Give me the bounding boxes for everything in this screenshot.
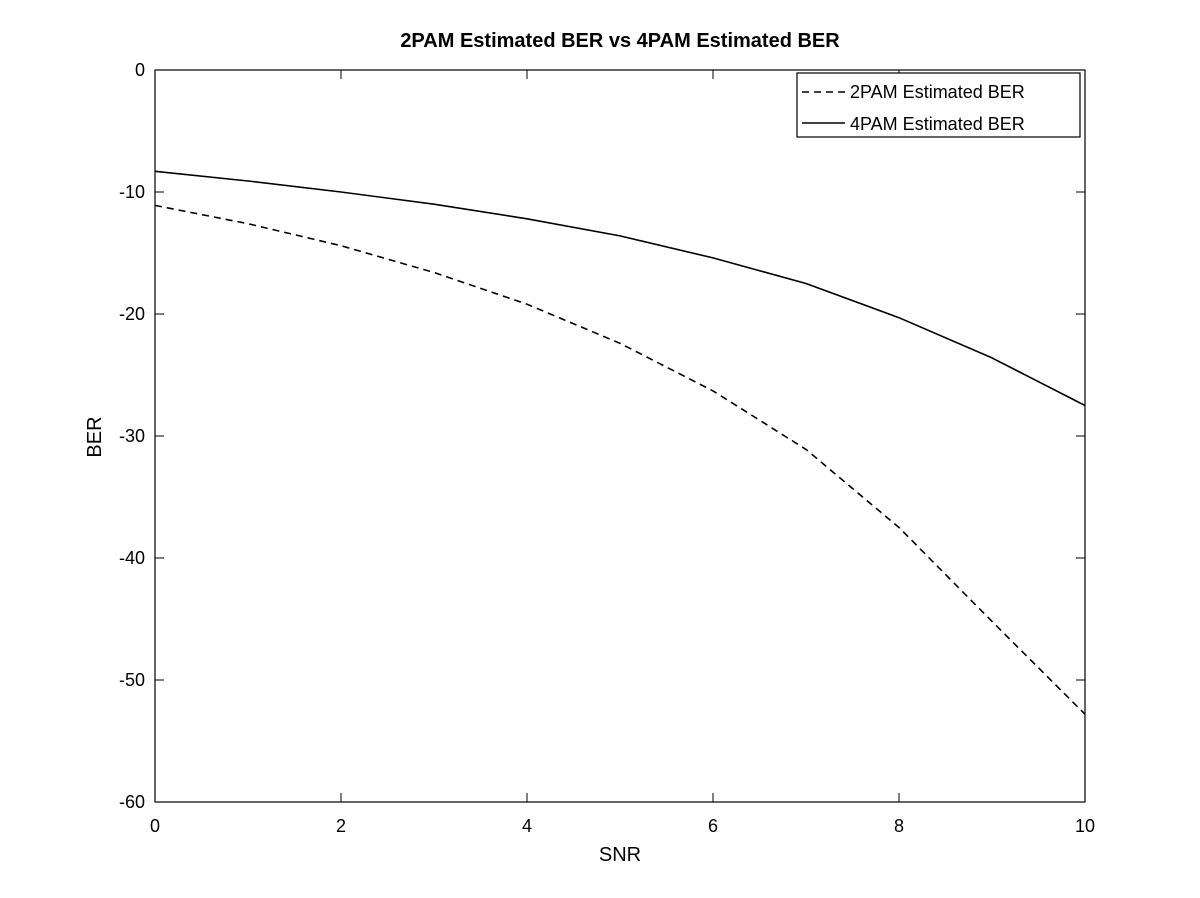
y-tick-label: -30 xyxy=(119,426,145,446)
x-tick-label: 0 xyxy=(150,816,160,836)
y-axis-label: BER xyxy=(84,416,106,457)
y-tick-label: -10 xyxy=(119,182,145,202)
chart-title: 2PAM Estimated BER vs 4PAM Estimated BER xyxy=(400,30,840,52)
y-tick-label: -20 xyxy=(119,304,145,324)
x-tick-label: 6 xyxy=(708,816,718,836)
x-axis-label: SNR xyxy=(599,844,641,866)
y-tick-label: -60 xyxy=(119,792,145,812)
x-tick-label: 8 xyxy=(894,816,904,836)
x-axis-ticks: 0 2 4 6 8 10 xyxy=(150,70,1095,836)
legend-label-4pam: 4PAM Estimated BER xyxy=(850,114,1025,134)
series-line-4pam xyxy=(154,170,1086,407)
series-layer xyxy=(154,170,1086,715)
legend-label-2pam: 2PAM Estimated BER xyxy=(850,82,1025,102)
x-tick-label: 2 xyxy=(336,816,346,836)
y-tick-label: 0 xyxy=(135,60,145,80)
x-tick-label: 10 xyxy=(1075,816,1095,836)
plot-frame xyxy=(154,69,1086,803)
x-tick-label: 4 xyxy=(522,816,532,836)
legend-box xyxy=(796,72,1081,138)
y-tick-label: -40 xyxy=(119,548,145,568)
series-line-2pam xyxy=(154,204,1086,715)
y-tick-label: -50 xyxy=(119,670,145,690)
plot-area xyxy=(154,69,1086,803)
y-axis-ticks: 0 -10 -20 -30 -40 -50 -60 xyxy=(119,60,1085,812)
legend: 2PAM Estimated BER 4PAM Estimated BER xyxy=(796,72,1081,138)
